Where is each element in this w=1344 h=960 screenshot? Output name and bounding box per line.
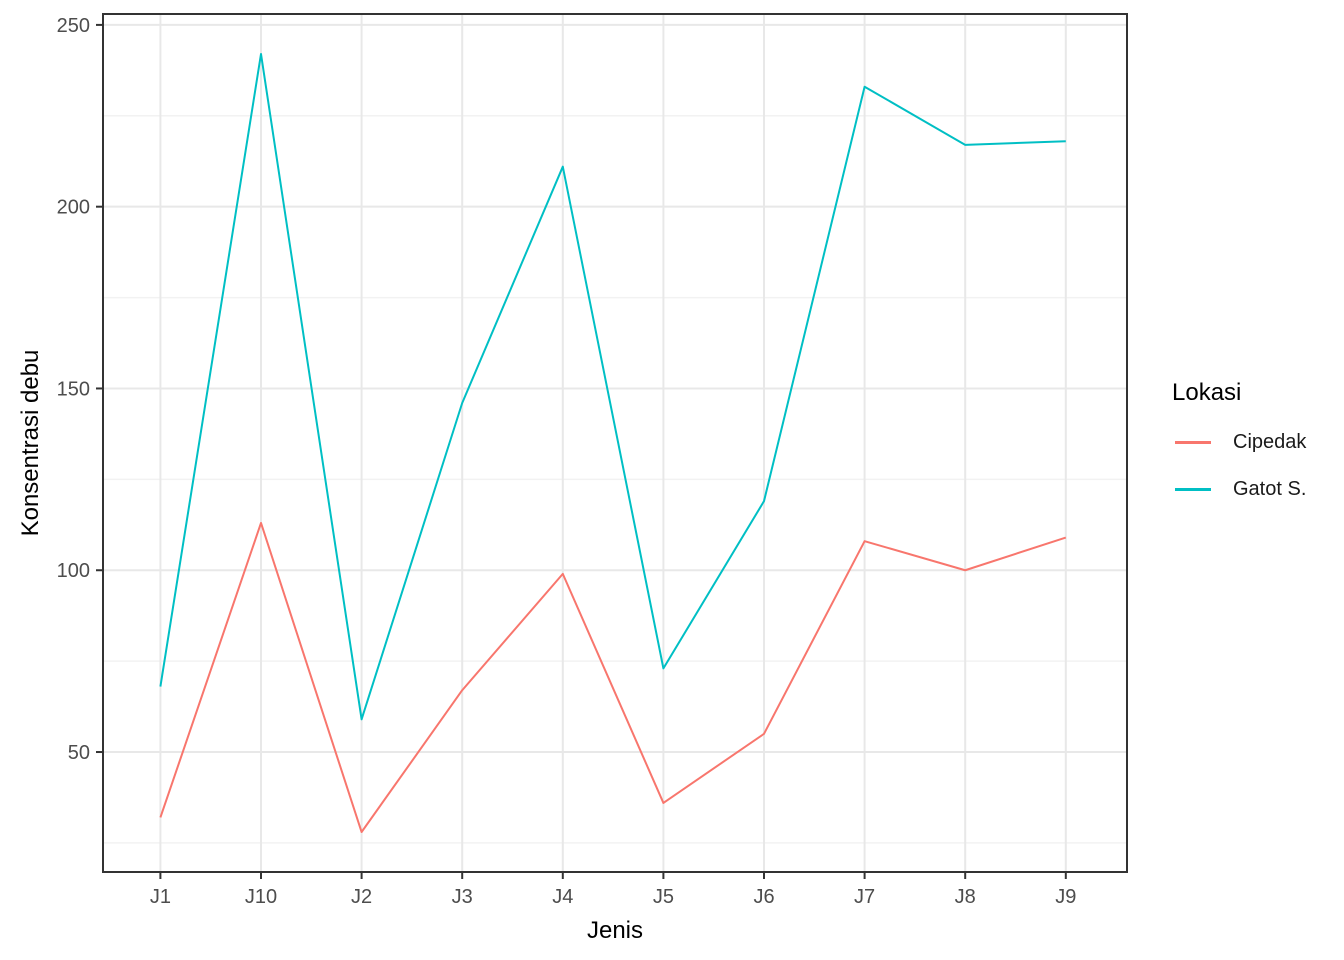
gridlines bbox=[103, 14, 1127, 872]
legend-key-line-gatot-s bbox=[1175, 488, 1211, 491]
series-line-gatot-s bbox=[159, 52, 1066, 721]
legend-key-line-cipedak bbox=[1175, 441, 1211, 444]
y-axis-title: Konsentrasi debu bbox=[17, 350, 44, 537]
x-tick-label-J1: J1 bbox=[150, 886, 171, 908]
x-tick-label-J4: J4 bbox=[552, 886, 573, 908]
x-tick-label-J6: J6 bbox=[753, 886, 774, 908]
x-tick-label-J2: J2 bbox=[351, 886, 372, 908]
x-tick-label-J3: J3 bbox=[452, 886, 473, 908]
legend-item-cipedak: Cipedak bbox=[1172, 419, 1306, 466]
y-tick-label-50: 50 bbox=[68, 742, 90, 764]
x-axis-title: Jenis bbox=[587, 917, 643, 944]
y-tick-label-250: 250 bbox=[57, 15, 90, 37]
x-tick-label-J5: J5 bbox=[653, 886, 674, 908]
y-tick-label-200: 200 bbox=[57, 197, 90, 219]
legend-label-gatot-s: Gatot S. bbox=[1233, 478, 1307, 500]
x-tick-label-J10: J10 bbox=[245, 886, 277, 908]
panel-border-rect bbox=[102, 13, 1128, 873]
legend-item-gatot-s: Gatot S. bbox=[1172, 466, 1306, 513]
x-tick-label-J7: J7 bbox=[854, 886, 875, 908]
y-tick-label-150: 150 bbox=[57, 378, 90, 400]
legend: Lokasi Cipedak Gatot S. bbox=[1172, 379, 1306, 513]
legend-title: Lokasi bbox=[1172, 379, 1242, 406]
series-line-cipedak bbox=[159, 521, 1067, 834]
axis-tick-labels: 50 100 150 200 250 J1 J10 J2 J3 J4 J5 J6 J7 J8 J9 bbox=[57, 15, 1077, 908]
series-lines bbox=[159, 52, 1067, 834]
legend-label-cipedak: Cipedak bbox=[1233, 431, 1307, 453]
x-tick-label-J8: J8 bbox=[955, 886, 976, 908]
axis-ticks bbox=[96, 23, 1067, 879]
x-tick-label-J9: J9 bbox=[1055, 886, 1076, 908]
y-tick-label-100: 100 bbox=[57, 560, 90, 582]
panel-border bbox=[102, 13, 1128, 873]
